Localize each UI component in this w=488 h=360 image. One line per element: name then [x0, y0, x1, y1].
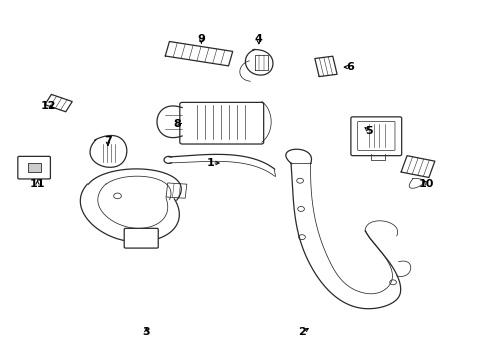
FancyBboxPatch shape [28, 163, 41, 172]
Text: 10: 10 [418, 179, 433, 189]
Text: 5: 5 [365, 126, 372, 136]
Text: 8: 8 [173, 118, 181, 129]
Text: 7: 7 [104, 136, 112, 146]
Text: 9: 9 [197, 34, 205, 44]
FancyBboxPatch shape [357, 121, 394, 150]
FancyBboxPatch shape [124, 228, 158, 248]
FancyBboxPatch shape [180, 102, 263, 144]
Text: 3: 3 [142, 327, 150, 337]
Text: 11: 11 [30, 179, 45, 189]
Text: 2: 2 [298, 327, 305, 337]
Text: 1: 1 [206, 158, 214, 168]
Text: 4: 4 [254, 34, 262, 44]
Text: 6: 6 [346, 62, 353, 72]
FancyBboxPatch shape [18, 156, 50, 179]
FancyBboxPatch shape [350, 117, 401, 156]
Text: 12: 12 [40, 101, 56, 111]
